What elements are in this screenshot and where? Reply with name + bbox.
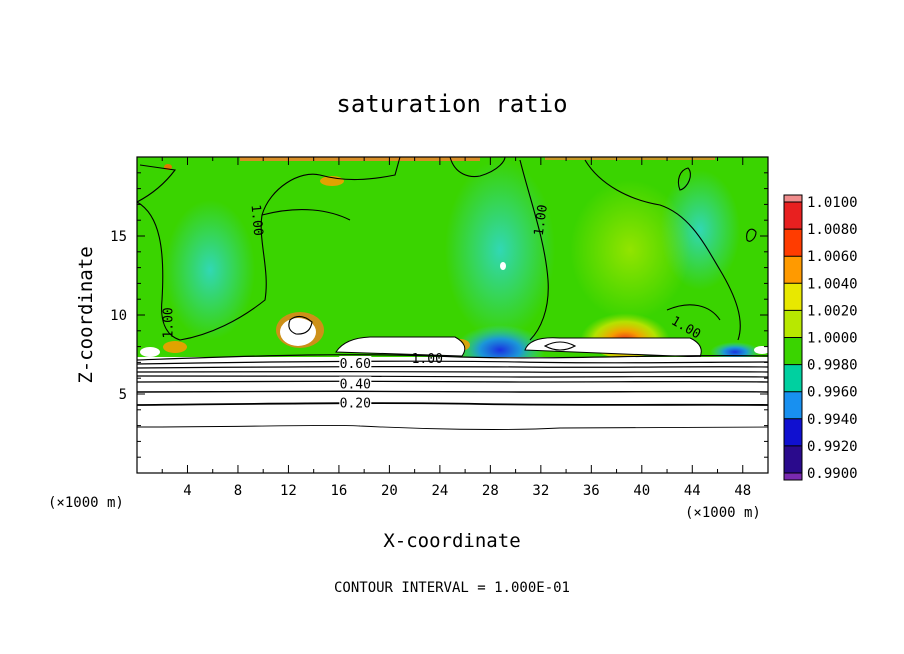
x-tick-label: 12 (280, 483, 297, 499)
colorbar: 1.0100 1.0080 1.0060 1.0040 1.0020 1.0000 0.99… (783, 194, 858, 482)
x-tick-label: 48 (734, 483, 751, 499)
x-tick-label: 24 (431, 483, 448, 499)
x-tick-label: 36 (583, 483, 600, 499)
contour-label-bg (339, 376, 372, 390)
colorbar-label: 1.0040 (807, 276, 858, 292)
field-top-band (240, 157, 480, 161)
colorbar-band (784, 283, 802, 311)
colorbar-label: 0.9960 (807, 385, 858, 401)
colorbar-label: 1.0080 (807, 222, 858, 238)
x-tick-label: 16 (330, 483, 347, 499)
colorbar-label: 1.0000 (807, 331, 858, 347)
colorbar-label: 0.9940 (807, 412, 858, 428)
contour-label: 0.60 (340, 357, 371, 372)
contour-label: 1.00 (248, 204, 266, 237)
colorbar-label: 0.9980 (807, 358, 858, 374)
colorbar-band (784, 364, 802, 393)
field-cyan-patch-1 (165, 200, 255, 340)
x-axis-label: X-coordinate (383, 530, 520, 552)
y-tick-label: 10 (110, 308, 127, 324)
x-tick-label: 8 (234, 483, 242, 499)
contour-lower-levels (137, 354, 768, 430)
cloud-2 (335, 336, 466, 357)
colorbar-label: 0.9900 (807, 466, 858, 482)
contour-1.00 (137, 157, 757, 351)
colorbar-band-under (784, 473, 802, 480)
cloud-3 (524, 337, 702, 358)
y-tick-label: 15 (110, 229, 127, 245)
contour-label-bg (339, 355, 372, 369)
contour-label: 1.00 (412, 352, 443, 367)
contour-interval-note: CONTOUR INTERVAL = 1.000E-01 (334, 580, 570, 596)
field-rim-left (163, 341, 187, 353)
colorbar-label: 1.0020 (807, 303, 858, 319)
colorbar-label: 1.0100 (807, 195, 858, 211)
contour-label: 1.00 (162, 307, 177, 338)
field-lime-patch (570, 180, 690, 320)
cloud-edge-right (754, 346, 768, 354)
colorbar-band (784, 310, 802, 338)
x-tick-label: 40 (633, 483, 650, 499)
colorbar-band (784, 418, 802, 447)
x-axis-unit-right: (×1000 m) (685, 505, 761, 521)
y-axis-label: Z-coordinate (75, 246, 97, 383)
field-cyan-patch-2 (445, 160, 555, 340)
colorbar-band (784, 445, 802, 474)
x-tick-label: 32 (532, 483, 549, 499)
x-tick-label: 20 (381, 483, 398, 499)
y-axis-ticks: 5 10 15 (110, 172, 768, 458)
y-tick-label: 5 (119, 387, 127, 403)
colorbar-band (784, 337, 802, 366)
contour-label: 1.00 (532, 204, 551, 237)
contour-label: 0.40 (340, 378, 371, 393)
colorbar-label: 1.0060 (807, 249, 858, 265)
chart-title: saturation ratio (336, 90, 567, 118)
colorbar-band (784, 229, 802, 257)
cloud-edge-left (140, 347, 160, 357)
cloud-speck (500, 262, 506, 270)
contour-label-bg (339, 395, 372, 409)
colorbar-band (784, 256, 802, 284)
colorbar-band-over (784, 195, 802, 202)
colorbar-band (784, 202, 802, 230)
plot-area (137, 157, 768, 473)
cloud-1 (280, 318, 316, 346)
x-tick-label: 28 (482, 483, 499, 499)
x-axis-ticks: 4 8 12 16 20 24 28 32 36 40 44 48 (161, 157, 751, 499)
colorbar-band (784, 391, 802, 420)
field-top-band-2 (545, 157, 715, 160)
x-tick-label: 44 (684, 483, 701, 499)
contour-label: 0.20 (340, 396, 371, 411)
x-tick-label: 4 (183, 483, 191, 499)
colorbar-label: 0.9920 (807, 439, 858, 455)
x-axis-unit-left: (×1000 m) (48, 495, 124, 511)
field-lower-region (137, 357, 768, 473)
